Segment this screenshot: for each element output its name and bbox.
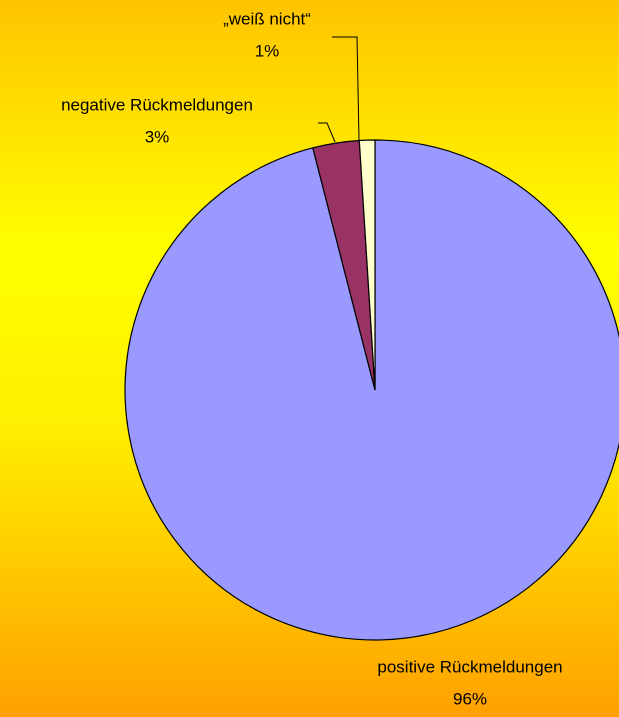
- slice-value-label: 96%: [453, 689, 487, 708]
- pie-slice: [358, 139, 376, 391]
- leader-line: [332, 36, 360, 141]
- pie-slice: [124, 139, 619, 641]
- slice-label: „weiß nicht“: [223, 9, 311, 28]
- slice-value-label: 1%: [255, 41, 280, 60]
- slice-label: positive Rückmeldungen: [377, 657, 562, 676]
- slice-value-label: 3%: [145, 127, 170, 146]
- slice-label: negative Rückmeldungen: [61, 95, 253, 114]
- leader-line: [318, 122, 336, 143]
